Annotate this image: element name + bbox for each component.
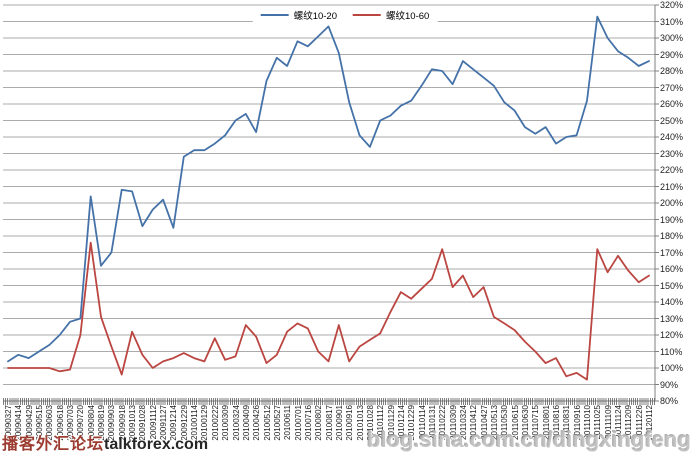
y-axis-label: 100% [660, 363, 684, 373]
x-axis-label: 20100611 [283, 405, 293, 440]
y-axis-label: 210% [660, 181, 684, 192]
x-axis-label: 20100512 [262, 405, 272, 441]
y-axis-label: 140% [660, 297, 684, 307]
x-axis-label: 20100716 [303, 405, 313, 441]
y-axis-label: 250% [660, 115, 684, 126]
watermark-chinese-text: 播客外汇论坛 [2, 436, 105, 453]
y-axis-label: 110% [660, 346, 683, 357]
legend-item-螺纹10-20: 螺纹10-20 [260, 8, 337, 22]
y-axis-label: 220% [660, 165, 684, 175]
y-axis-label: 120% [660, 330, 684, 340]
chart-legend: 螺纹10-20 螺纹10-60 [252, 7, 438, 23]
watermark-site-text: talkforex.com [104, 436, 209, 453]
y-axis-label: 230% [660, 148, 684, 159]
x-axis-label: 20101013 [355, 405, 365, 441]
legend-line-swatch [260, 14, 289, 16]
watermark-talkforex: 播客外汇论坛talkforex.com [2, 430, 208, 453]
x-axis-label: 20100409 [241, 405, 251, 441]
y-axis-label: 310% [660, 16, 684, 27]
x-axis-label: 20100426 [252, 405, 262, 441]
x-axis-label: 20100222 [210, 405, 220, 441]
x-axis-label: 20100701 [293, 405, 303, 441]
y-axis-label: 280% [660, 66, 684, 76]
legend-item-螺纹10-60: 螺纹10-60 [353, 8, 429, 22]
x-axis-label: 20100324 [231, 405, 241, 441]
y-axis-label: 270% [660, 82, 684, 93]
series-line-螺纹10-20 [7, 15, 650, 363]
x-axis-tick-band [3, 398, 655, 405]
y-axis-label: 240% [660, 132, 684, 142]
y-axis-label: 90% [660, 379, 679, 390]
y-axis-label: 180% [660, 231, 684, 241]
y-axis-label: 260% [660, 99, 684, 109]
x-axis-label: 20100817 [324, 405, 334, 441]
legend-label: 螺纹10-60 [386, 11, 430, 22]
series-line-螺纹10-60 [7, 241, 650, 381]
x-axis-label: 20100309 [221, 405, 231, 441]
x-axis-label: 20100802 [314, 405, 324, 441]
watermark-blog-sina: blog.sina.com.cn/dingxingfengzi [367, 427, 690, 452]
y-axis-label: 130% [660, 313, 684, 324]
y-axis-label: 190% [660, 214, 684, 225]
y-axis-label: 300% [660, 33, 684, 43]
legend-line-swatch [353, 14, 381, 16]
x-axis-label: 20100916 [345, 405, 355, 441]
y-axis-label: 320% [660, 0, 684, 10]
y-axis-label: 170% [660, 247, 684, 258]
x-axis-label: 20100901 [334, 405, 344, 441]
y-axis-label: 290% [660, 49, 684, 60]
y-axis-label: 150% [660, 280, 684, 291]
y-axis-label: 80% [660, 396, 679, 406]
legend-label: 螺纹10-20 [293, 11, 337, 22]
x-axis-label: 20100527 [272, 405, 282, 441]
y-axis-label: 200% [660, 198, 684, 208]
y-axis-label: 160% [660, 264, 684, 274]
